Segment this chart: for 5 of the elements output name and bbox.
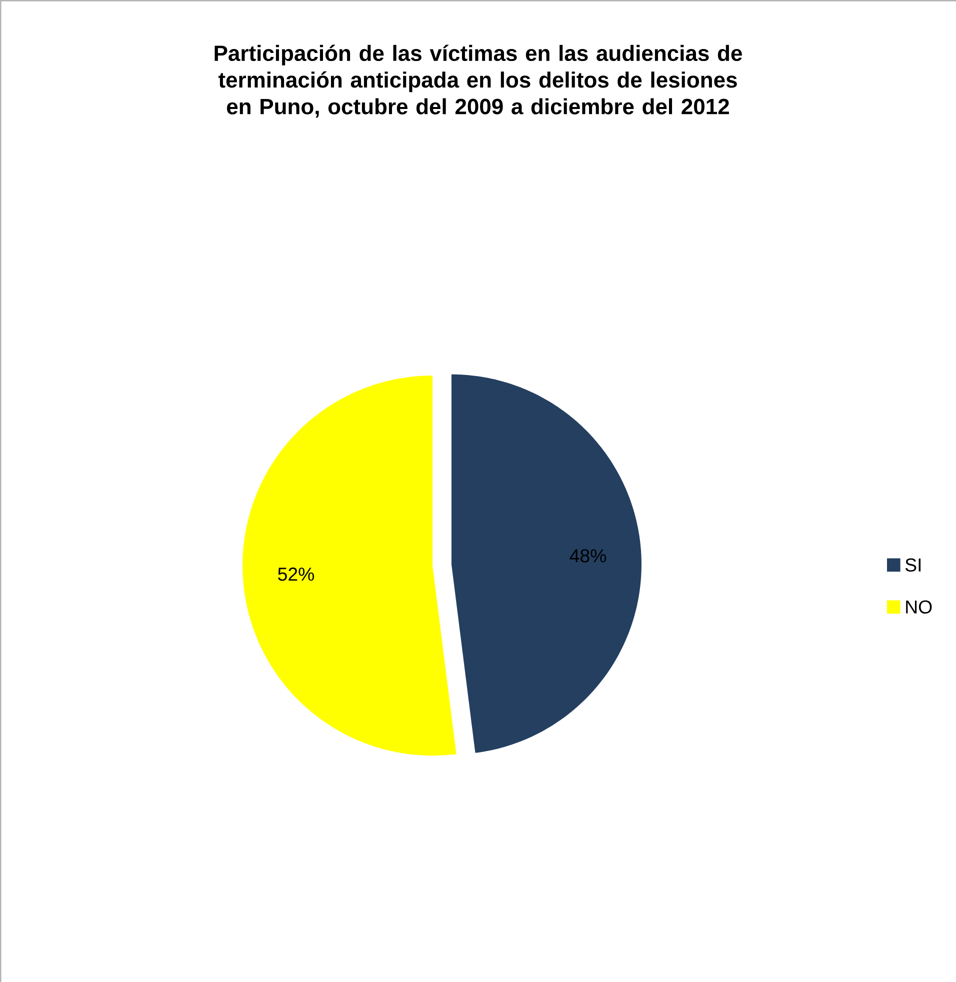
legend-label: SI — [905, 558, 921, 572]
chart-title: Participación de las víctimas en las audiencias de terminación anticipada en los delitos de lesiones en Puno, octubre del 2009 a diciembre del 2012 — [214, 44, 742, 118]
data-label: 48% — [570, 549, 606, 562]
legend-label: NO — [906, 600, 932, 614]
data-label: 52% — [278, 568, 314, 581]
